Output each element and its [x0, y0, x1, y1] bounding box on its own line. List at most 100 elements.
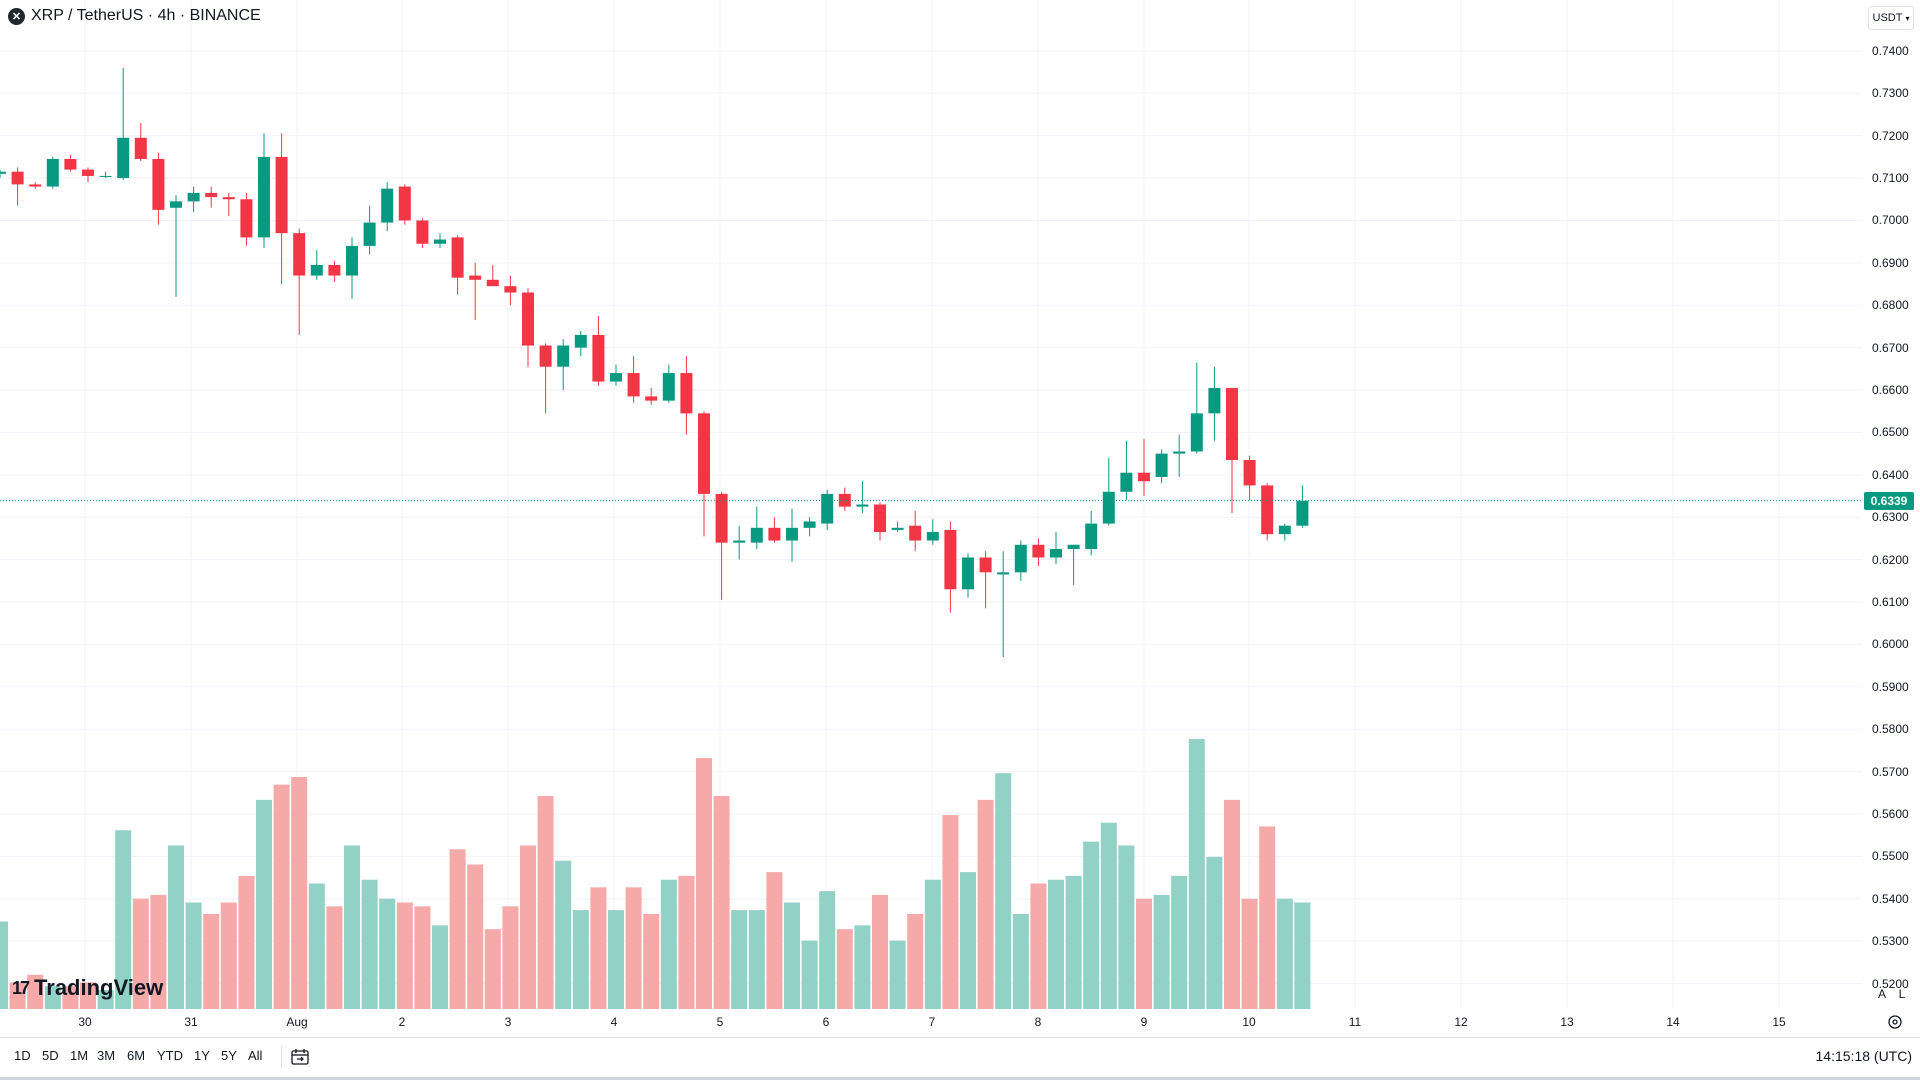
- range-button-3m[interactable]: 3M: [97, 1048, 116, 1063]
- time-scale-label: 2: [398, 1015, 406, 1029]
- candle-body: [909, 525, 922, 541]
- price-scale-label: 0.6900: [1872, 255, 1909, 270]
- candle-body: [610, 373, 622, 382]
- time-scale-label: 12: [1454, 1015, 1468, 1029]
- range-button-1d[interactable]: 1D: [14, 1048, 31, 1063]
- range-button-5y[interactable]: 5Y: [221, 1048, 237, 1063]
- volume-bar: [1276, 898, 1293, 1009]
- volume-bar: [801, 940, 818, 1009]
- calendar-icon[interactable]: [290, 1047, 310, 1067]
- candle-body: [1050, 549, 1062, 558]
- price-scale-label: 0.6200: [1872, 552, 1909, 567]
- volume-bar: [995, 773, 1012, 1009]
- candle-body: [944, 529, 957, 590]
- volume-bar: [1153, 894, 1170, 1009]
- candle-body: [1190, 413, 1203, 452]
- auto-scale-button[interactable]: A: [1877, 987, 1886, 1001]
- price-axis[interactable]: USDT ▾ 0.7400 0.7300 0.7200 0.7100 0.7000 0.6…: [1862, 0, 1920, 1009]
- candle-body: [134, 137, 147, 159]
- time-scale-label: 14: [1666, 1015, 1680, 1029]
- price-scale-label: 0.7100: [1872, 171, 1909, 186]
- time-scale-label: 10: [1242, 1015, 1256, 1029]
- volume-bar: [854, 925, 871, 1009]
- tradingview-logo[interactable]: 17 TradingView: [12, 975, 163, 1001]
- price-scale-label: 0.6100: [1872, 595, 1909, 609]
- range-button-all[interactable]: All: [248, 1048, 263, 1063]
- price-scale-label: 0.6700: [1872, 340, 1909, 355]
- candle-body: [363, 222, 376, 246]
- gear-icon[interactable]: [1886, 1013, 1904, 1031]
- time-scale-label: 9: [1140, 1015, 1148, 1029]
- volume-bar: [520, 845, 536, 1009]
- price-scale-label: 0.5600: [1872, 806, 1909, 821]
- volume-bar: [766, 872, 783, 1009]
- range-button-1m[interactable]: 1M: [70, 1048, 89, 1063]
- range-button-1y[interactable]: 1Y: [194, 1048, 210, 1063]
- chart-pane[interactable]: ✕ XRP / TetherUS · 4h · BINANCE 17 Tradi…: [0, 0, 1862, 1009]
- time-scale-label: 15: [1772, 1015, 1786, 1029]
- volume-bar: [0, 921, 8, 1009]
- volume-bar: [150, 894, 167, 1009]
- range-button-ytd[interactable]: YTD: [157, 1048, 183, 1063]
- volume-bar: [713, 796, 730, 1009]
- candle-body: [891, 527, 904, 530]
- candle-body: [1226, 387, 1238, 460]
- candle-body: [557, 345, 570, 367]
- candle-body: [962, 557, 974, 590]
- currency-label: USDT: [1872, 12, 1903, 24]
- volume-bar: [889, 940, 906, 1009]
- log-scale-button[interactable]: L: [1898, 987, 1906, 1001]
- price-scale-label: 0.6500: [1872, 425, 1909, 440]
- price-scale-label: 0.7400: [1872, 43, 1909, 58]
- range-button-5d[interactable]: 5D: [42, 1048, 59, 1063]
- time-scale-label: 6: [822, 1015, 830, 1029]
- candle-body: [82, 169, 94, 176]
- volume-bar: [379, 898, 396, 1009]
- candle-body: [117, 137, 130, 179]
- volume-bar: [1241, 898, 1258, 1009]
- volume-bar: [537, 796, 554, 1009]
- price-chart[interactable]: [0, 0, 1862, 1009]
- range-button-6m[interactable]: 6M: [127, 1048, 146, 1063]
- volume-bar: [907, 913, 924, 1009]
- candle-body: [99, 175, 112, 177]
- volume-bar: [1294, 902, 1311, 1009]
- volume-bar: [1030, 883, 1047, 1009]
- volume-bar: [220, 902, 237, 1009]
- candle-body: [1102, 491, 1115, 524]
- volume-bar: [132, 898, 149, 1009]
- candle-body: [627, 373, 640, 397]
- candle-body: [1014, 544, 1027, 573]
- currency-button[interactable]: USDT ▾: [1868, 6, 1914, 30]
- candle-body: [715, 493, 728, 543]
- tradingview-wordmark: TradingView: [34, 975, 164, 1000]
- volume-bar: [1065, 875, 1082, 1009]
- time-axis[interactable]: 30 31 Aug 2 3 4 5 6 7 8 9 10 11 12 13 14 15: [0, 1009, 1862, 1037]
- symbol-title[interactable]: XRP / TetherUS · 4h · BINANCE: [31, 7, 261, 24]
- volume-bar: [97, 989, 114, 1009]
- utc-clock[interactable]: 14:15:18 (UTC): [1815, 1048, 1912, 1064]
- bottom-toolbar: 1D 5D 1M 3M 6M YTD 1Y 5Y All 14:15:18 (UTC): [0, 1037, 1920, 1078]
- volume-bar: [643, 913, 660, 1009]
- volume-bar: [819, 891, 836, 1009]
- candle-body: [1032, 544, 1045, 558]
- price-scale-label: 0.6000: [1872, 637, 1909, 652]
- candle-body: [451, 237, 464, 278]
- volume-bar: [115, 830, 132, 1009]
- candle-body: [821, 493, 834, 524]
- price-scale-label: 0.5200: [1872, 976, 1909, 991]
- chart-legend[interactable]: ✕ XRP / TetherUS · 4h · BINANCE: [8, 7, 261, 25]
- price-scale-label: 0.5400: [1872, 891, 1909, 906]
- volume-bar: [326, 906, 343, 1009]
- price-scale-label: 0.6800: [1872, 298, 1909, 313]
- candle-body: [170, 201, 182, 208]
- candle-body: [926, 532, 939, 541]
- candle-body: [786, 527, 798, 541]
- candle-body: [29, 184, 42, 187]
- candle-body: [398, 186, 411, 221]
- volume-bar: [1136, 898, 1152, 1009]
- time-scale-label: 30: [78, 1015, 92, 1029]
- candle-body: [381, 188, 394, 223]
- volume-bar: [467, 864, 484, 1009]
- volume-bar: [660, 879, 677, 1009]
